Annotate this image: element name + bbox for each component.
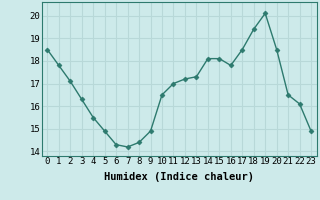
X-axis label: Humidex (Indice chaleur): Humidex (Indice chaleur) <box>104 172 254 182</box>
